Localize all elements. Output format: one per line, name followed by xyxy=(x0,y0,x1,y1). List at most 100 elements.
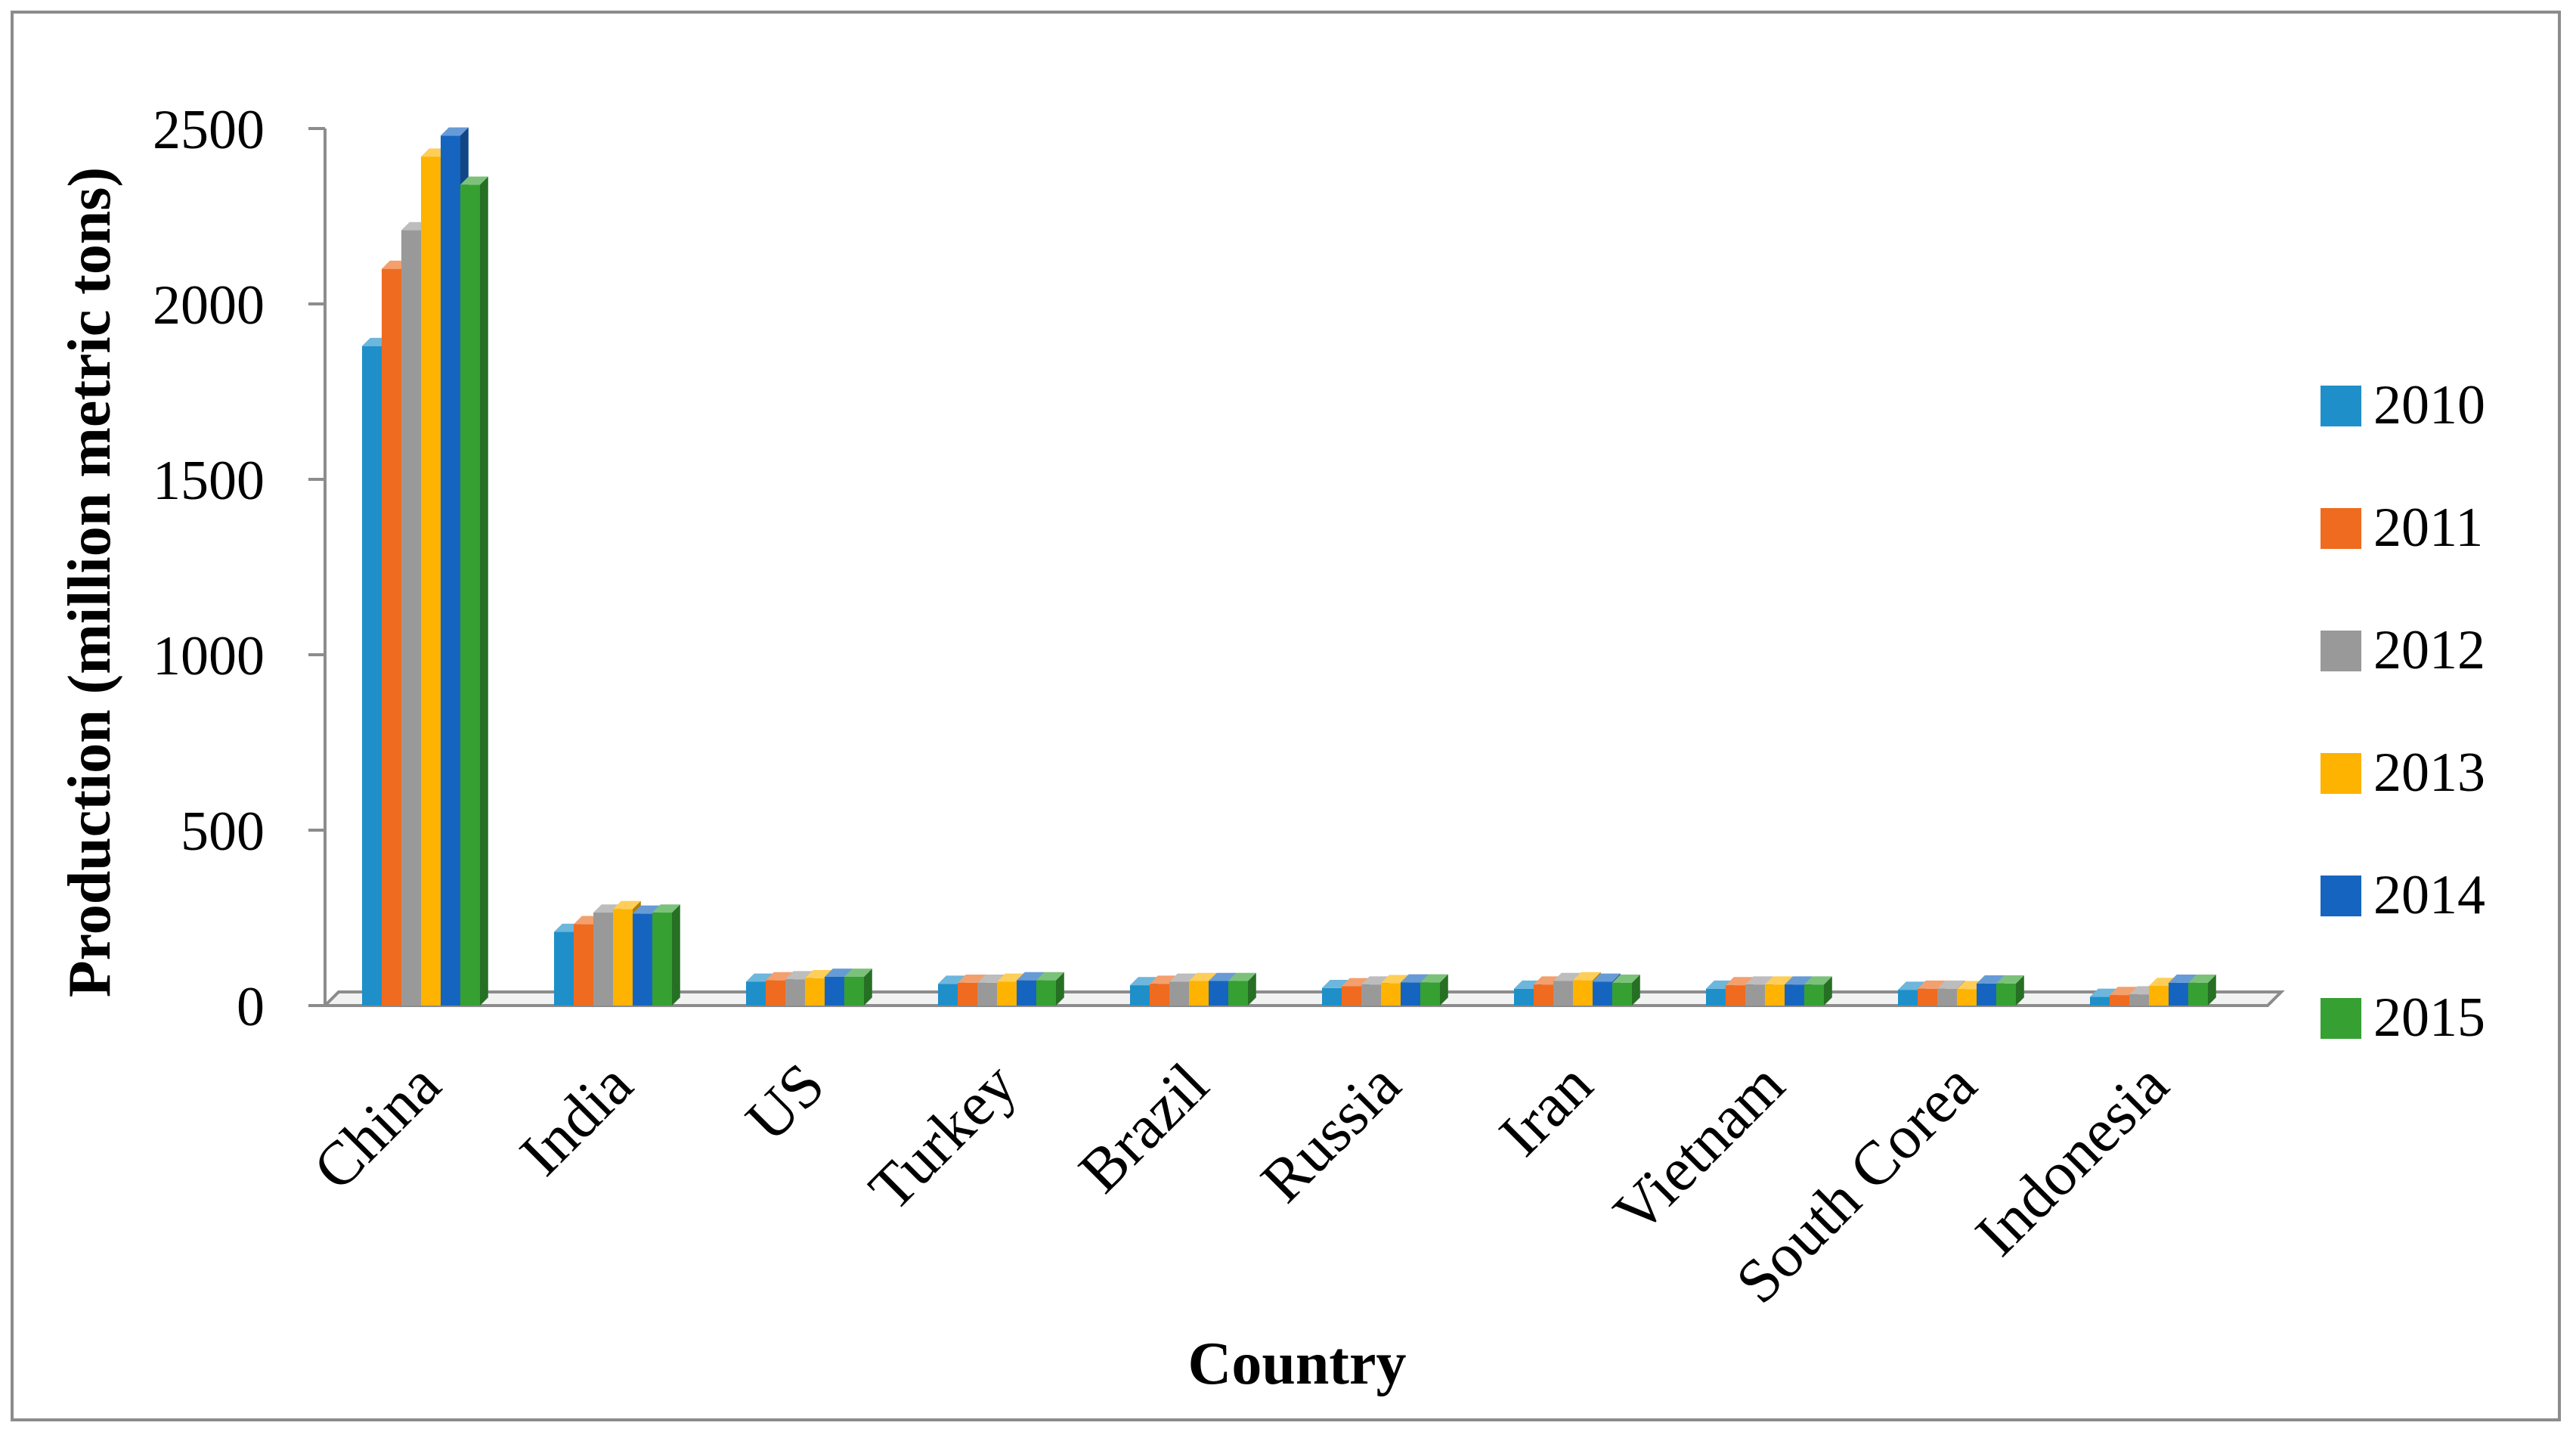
x-tick-label: Turkey xyxy=(856,1049,1029,1223)
bar-front xyxy=(1573,980,1593,1006)
bar-front xyxy=(2110,995,2129,1006)
bar-front xyxy=(1150,984,1169,1006)
bar-top xyxy=(613,900,641,910)
bar-south-corea-2015 xyxy=(1996,975,2024,1006)
bar-front xyxy=(2188,982,2208,1006)
bar-front xyxy=(1322,987,1342,1006)
bar-front xyxy=(1381,983,1401,1006)
bar-front xyxy=(1726,985,1745,1006)
x-tick-label: US xyxy=(732,1049,837,1154)
bar-top xyxy=(1977,975,2005,984)
bar-side xyxy=(2208,975,2216,1006)
legend-swatch xyxy=(2321,753,2361,794)
bar-front xyxy=(2129,994,2149,1006)
bar-front xyxy=(1534,984,1553,1006)
legend-swatch xyxy=(2321,876,2361,916)
bar-front xyxy=(805,978,825,1006)
bar-front xyxy=(554,931,574,1006)
bar-front xyxy=(1361,984,1381,1006)
bar-top xyxy=(1996,975,2024,984)
bar-front xyxy=(1420,982,1440,1006)
x-tick-label: Brazil xyxy=(1066,1049,1221,1205)
bar-vietnam-2013 xyxy=(1765,976,1793,1006)
legend-label: 2010 xyxy=(2373,374,2485,436)
bar-vietnam-2015 xyxy=(1804,976,1832,1006)
bar-front xyxy=(1553,981,1573,1006)
bar-front xyxy=(613,909,633,1006)
bar-front xyxy=(1342,986,1361,1006)
bar-front xyxy=(1765,984,1785,1006)
bar-front xyxy=(746,981,766,1006)
bar-side xyxy=(480,176,488,1006)
bar-top xyxy=(1036,972,1064,981)
bar-front xyxy=(2169,982,2188,1006)
bar-front xyxy=(958,982,977,1006)
y-axis-title: Production (million metric tons) xyxy=(57,167,123,997)
bar-front xyxy=(1228,981,1248,1006)
legend: 2010 2011 2012 2013 2014 2015 xyxy=(2321,374,2485,1049)
bar-front xyxy=(1804,984,1824,1006)
bar-front xyxy=(1130,985,1150,1006)
category-labels: China India US Turkey Brazil Russia IranVietna… xyxy=(300,1049,2181,1316)
y-tick-label: 0 xyxy=(237,976,265,1038)
bar-front xyxy=(1593,981,1612,1006)
x-tick-label: Vietnam xyxy=(1600,1049,1797,1247)
bar-top xyxy=(2188,975,2216,983)
bar-front xyxy=(401,230,421,1006)
bar-top xyxy=(1553,972,1581,981)
bar-top xyxy=(1573,972,1601,981)
x-axis-title: Country xyxy=(1188,1331,1407,1397)
bar-front xyxy=(1036,980,1056,1006)
bar-front xyxy=(1785,984,1804,1006)
bar-top xyxy=(1169,973,1197,982)
bar-top xyxy=(1918,980,1946,989)
legend-label: 2014 xyxy=(2373,864,2485,926)
bar-front xyxy=(1706,988,1726,1006)
x-tick-label: China xyxy=(300,1049,454,1203)
bar-top xyxy=(1209,972,1237,981)
bar-front xyxy=(825,976,844,1006)
bar-china-2015 xyxy=(460,176,488,1006)
bar-top xyxy=(958,975,986,983)
bar-top xyxy=(1785,976,1813,985)
bar-top xyxy=(441,127,469,136)
bar-side xyxy=(1632,975,1640,1006)
legend-label: 2013 xyxy=(2373,742,2485,804)
bar-front xyxy=(633,913,652,1006)
bar-front xyxy=(460,184,480,1006)
bar-front xyxy=(1514,988,1534,1006)
bar-top xyxy=(1612,975,1640,983)
bar-top xyxy=(1593,973,1621,982)
bar-front xyxy=(1977,983,1996,1006)
bar-iran-2015 xyxy=(1612,975,1640,1006)
bar-front xyxy=(1612,982,1632,1006)
bar-front xyxy=(652,913,672,1006)
bar-top xyxy=(1745,976,1773,985)
bar-russia-2015 xyxy=(1420,974,1448,1006)
bar-front xyxy=(1209,981,1228,1006)
bar-front xyxy=(2149,986,2169,1006)
bar-front xyxy=(1898,990,1918,1006)
bar-top xyxy=(2110,987,2138,996)
bar-front xyxy=(1169,981,1189,1006)
bar-front xyxy=(1401,982,1420,1006)
bar-front xyxy=(997,981,1017,1006)
legend-swatch xyxy=(2321,998,2361,1039)
bar-side xyxy=(1440,974,1448,1006)
bar-group xyxy=(362,127,2216,1006)
bar-front xyxy=(593,913,613,1006)
bar-side xyxy=(1248,972,1256,1006)
bar-front xyxy=(382,268,401,1006)
bar-front xyxy=(1745,984,1765,1006)
bar-front xyxy=(1017,980,1036,1006)
bar-front xyxy=(362,346,382,1006)
bar-top xyxy=(460,176,488,185)
legend-label: 2012 xyxy=(2373,619,2485,681)
bar-brazil-2015 xyxy=(1228,972,1256,1006)
bar-front xyxy=(441,135,460,1006)
bar-indonesia-2015 xyxy=(2188,975,2216,1006)
bar-front xyxy=(938,984,958,1006)
bar-top xyxy=(1401,974,1429,983)
bar-front xyxy=(421,157,441,1006)
